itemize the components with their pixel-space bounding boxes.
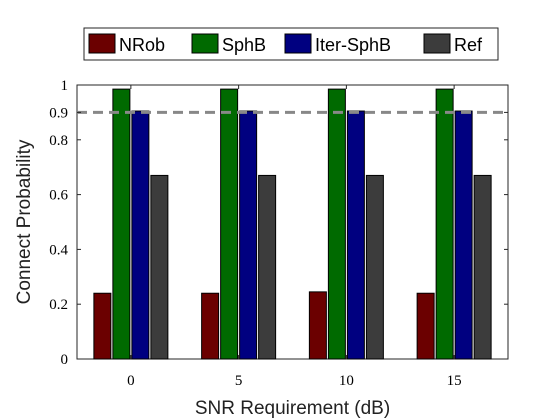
bar-iter-sphb-5 (239, 110, 258, 360)
y-axis: 0 0.2 0.4 0.6 0.8 0.9 1 (49, 78, 508, 368)
y-tick-label: 0.8 (49, 133, 68, 149)
y-tick-label: 0.4 (49, 242, 68, 258)
y-tick-label: 1 (61, 78, 69, 94)
y-axis-title: Connect Probability (14, 139, 35, 304)
legend-label-iter-sphb: Iter-SphB (315, 35, 391, 55)
y-tick-label: 0.9 (49, 105, 68, 121)
bar-nrob-0 (93, 292, 112, 360)
bar-ref-0 (150, 174, 169, 360)
x-tick-label: 15 (447, 373, 462, 389)
legend-label-sphb: SphB (222, 35, 266, 55)
bar-sphb-5 (220, 88, 239, 360)
legend-swatch-nrob (88, 33, 116, 54)
bar-nrob-10 (308, 291, 327, 360)
bars (93, 88, 492, 360)
x-axis-title: SNR Requirement (dB) (195, 398, 390, 419)
y-tick-label: 0 (61, 352, 69, 368)
bar-iter-sphb-10 (346, 110, 365, 360)
legend-swatch-ref (423, 33, 451, 54)
bar-sphb-15 (435, 88, 454, 360)
legend-label-ref: Ref (454, 35, 483, 55)
bar-sphb-0 (112, 88, 131, 360)
x-axis: 0 5 10 15 (127, 85, 462, 389)
legend-swatch-sphb (191, 33, 219, 54)
bar-iter-sphb-15 (454, 110, 473, 360)
bar-iter-sphb-0 (131, 110, 150, 360)
y-tick-label: 0.6 (49, 188, 68, 204)
x-tick-label: 10 (339, 373, 354, 389)
bar-nrob-15 (416, 292, 435, 360)
bar-ref-15 (473, 174, 492, 360)
y-tick-label: 0.2 (49, 297, 68, 313)
legend-label-nrob: NRob (119, 35, 165, 55)
bar-ref-10 (365, 174, 384, 360)
bar-ref-5 (258, 174, 277, 360)
bar-nrob-5 (201, 292, 220, 360)
legend: NRob SphB Iter-SphB Ref (83, 27, 499, 61)
x-tick-label: 5 (235, 373, 243, 389)
x-tick-label: 0 (127, 373, 135, 389)
legend-swatch-iter-sphb (284, 33, 312, 54)
bar-sphb-10 (327, 88, 346, 360)
